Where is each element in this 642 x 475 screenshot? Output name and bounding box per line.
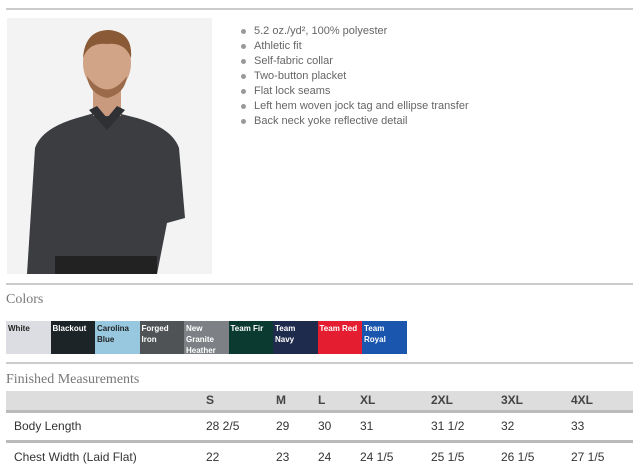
feature-item: Flat lock seams xyxy=(240,84,469,99)
column-header: S xyxy=(206,391,276,413)
measurements-table: S M L XL 2XL 3XL 4XL Body Length 28 2/5 29 30 31 31 … xyxy=(6,391,633,471)
divider xyxy=(6,283,633,285)
table-cell: 25 1/5 xyxy=(431,449,465,464)
table-cell: 26 1/5 xyxy=(501,449,535,464)
color-swatch[interactable]: Team Fir xyxy=(228,321,273,354)
column-header: XL xyxy=(360,391,431,413)
color-swatches: White Blackout Carolina Blue Forged Iron New… xyxy=(6,321,407,355)
table-cell: 32 xyxy=(501,411,571,443)
feature-item: Two-button placket xyxy=(240,69,469,84)
feature-item: Left hem woven jock tag and ellipse tran… xyxy=(240,99,469,114)
product-photo xyxy=(7,18,212,274)
colors-heading: Colors xyxy=(6,292,44,307)
table-cell: 31 1/2 xyxy=(431,411,501,443)
column-header: M xyxy=(276,391,318,413)
table-cell: 23 xyxy=(276,449,290,464)
table-cell: 24 xyxy=(318,449,332,464)
divider xyxy=(6,8,633,10)
color-swatch[interactable]: Blackout xyxy=(50,321,95,354)
table-cell: 28 2/5 xyxy=(206,411,276,443)
color-swatch[interactable]: Carolina Blue xyxy=(95,321,140,354)
color-swatch[interactable]: White xyxy=(6,321,51,354)
column-header: 3XL xyxy=(501,391,571,413)
table-row: Chest Width (Laid Flat) 22 23 24 24 1/5 25 1/… xyxy=(6,441,633,471)
table-cell: Chest Width (Laid Flat) xyxy=(14,449,137,464)
table-cell: Body Length xyxy=(6,411,206,443)
column-header: 4XL xyxy=(571,391,633,413)
feature-item: Athletic fit xyxy=(240,39,469,54)
color-swatch[interactable]: Team Red xyxy=(317,321,362,354)
table-cell: 29 xyxy=(276,411,318,443)
table-cell: 24 1/5 xyxy=(360,449,394,464)
divider xyxy=(6,362,633,364)
color-swatch[interactable]: New Granite Heather xyxy=(184,321,229,355)
feature-item: 5.2 oz./yd², 100% polyester xyxy=(240,24,469,39)
table-cell: 31 xyxy=(360,411,431,443)
color-swatch[interactable]: Team Royal xyxy=(362,321,407,354)
color-swatch[interactable]: Forged Iron xyxy=(139,321,184,354)
color-swatch[interactable]: Team Navy xyxy=(273,321,318,354)
measurements-heading: Finished Measurements xyxy=(6,372,140,387)
feature-item: Self-fabric collar xyxy=(240,54,469,69)
feature-item: Back neck yoke reflective detail xyxy=(240,114,469,129)
table-cell: 22 xyxy=(206,449,220,464)
table-cell: 27 1/5 xyxy=(571,449,605,464)
table-cell: 33 xyxy=(571,411,633,443)
table-row: Body Length 28 2/5 29 30 31 31 1/2 32 33 xyxy=(6,411,633,443)
column-header: L xyxy=(318,391,360,413)
table-cell: 30 xyxy=(318,411,360,443)
feature-list: 5.2 oz./yd², 100% polyester Athletic fit S… xyxy=(240,24,469,129)
column-header: 2XL xyxy=(431,391,501,413)
column-header xyxy=(6,391,206,413)
